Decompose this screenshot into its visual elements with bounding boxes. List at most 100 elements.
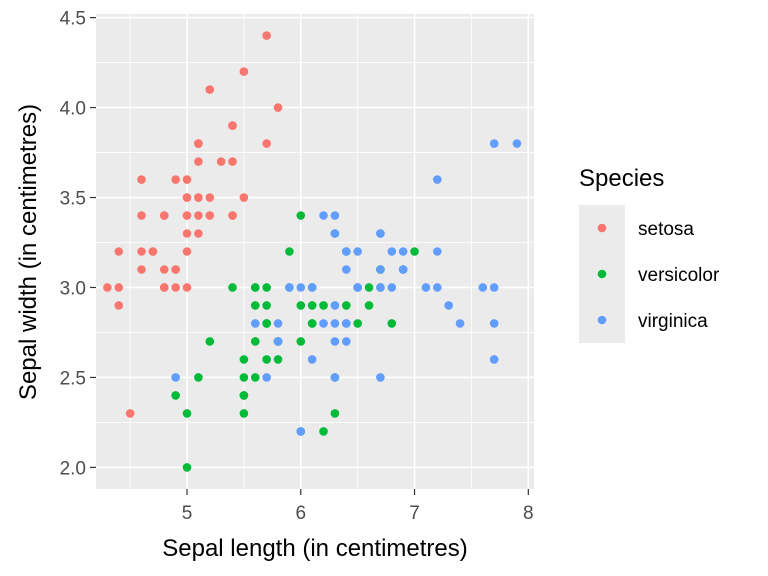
point-versicolor [171,391,180,400]
point-versicolor [262,301,271,310]
point-virginica [330,319,340,328]
point-setosa [194,193,203,202]
point-setosa [182,229,192,238]
point-setosa [194,139,203,148]
point-virginica [398,247,408,256]
point-virginica [455,319,465,328]
point-setosa [159,211,169,220]
point-setosa [114,283,124,292]
point-setosa [159,283,169,292]
point-virginica [307,283,317,292]
x-tick-label: 6 [295,503,306,524]
point-setosa [114,247,124,256]
point-versicolor [239,373,249,382]
point-virginica [319,319,328,328]
legend-label-setosa: setosa [638,219,694,240]
legend: Species setosa versicolor virginica [579,165,720,343]
point-setosa [228,211,237,220]
point-versicolor [239,355,249,364]
point-versicolor [182,409,192,418]
point-virginica [444,301,453,310]
y-tick-label: 3.0 [60,278,86,299]
y-tick-label: 3.5 [60,189,86,210]
point-virginica [341,247,351,256]
point-virginica [432,247,442,256]
point-versicolor [296,211,306,220]
point-virginica [353,247,362,256]
point-versicolor [285,247,294,256]
point-versicolor [307,319,317,328]
point-versicolor [239,391,249,400]
y-tick-label: 4.5 [60,9,86,30]
point-virginica [353,283,362,292]
point-setosa [194,211,203,220]
plot-panel [96,14,534,489]
point-versicolor [307,301,317,310]
point-virginica [432,175,442,184]
point-setosa [239,67,249,76]
point-virginica [330,229,340,238]
point-setosa [216,157,226,166]
point-setosa [182,283,192,292]
point-versicolor [262,355,271,364]
point-virginica [171,373,180,382]
point-setosa [262,139,271,148]
point-virginica [421,283,431,292]
point-setosa [103,283,112,292]
point-versicolor [194,373,203,382]
point-versicolor [182,463,192,472]
point-setosa [182,175,192,184]
x-tick-label: 8 [523,503,534,524]
point-virginica [489,139,499,148]
point-virginica [387,247,397,256]
point-setosa [194,229,203,238]
point-setosa [171,265,180,274]
point-setosa [205,85,215,94]
x-axis-title: Sepal length (in centimetres) [162,535,467,562]
grid-minor [96,14,534,489]
point-versicolor [239,409,249,418]
point-virginica [376,373,385,382]
point-virginica [296,427,306,436]
x-tick-label: 7 [409,503,420,524]
point-versicolor [296,301,306,310]
point-virginica [273,337,283,346]
point-setosa [125,409,135,418]
point-setosa [239,193,249,202]
point-versicolor [353,319,362,328]
point-virginica [489,319,499,328]
y-tick-label: 2.0 [60,458,86,479]
point-virginica [512,139,522,148]
point-virginica [250,319,260,328]
point-setosa [171,175,180,184]
point-versicolor [250,373,260,382]
point-setosa [114,301,124,310]
point-setosa [182,211,192,220]
point-setosa [159,265,169,274]
point-versicolor [319,427,328,436]
point-virginica [296,283,306,292]
point-virginica [489,355,499,364]
legend-key-setosa [597,223,607,233]
point-virginica [341,319,351,328]
point-versicolor [205,337,215,346]
point-virginica [262,373,271,382]
point-setosa [137,247,146,256]
point-setosa [137,175,146,184]
point-virginica [432,283,442,292]
point-versicolor [296,337,306,346]
point-setosa [171,283,180,292]
y-axis-title: Sepal width (in centimetres) [15,104,42,400]
point-setosa [228,121,237,130]
point-versicolor [262,283,271,292]
point-virginica [330,301,340,310]
point-versicolor [250,301,260,310]
y-axis: 2.0 2.5 3.0 3.5 4.0 4.5 [60,9,96,479]
point-virginica [341,337,351,346]
point-virginica [376,229,385,238]
point-virginica [376,265,385,274]
legend-key-versicolor [597,269,607,279]
point-setosa [137,211,146,220]
point-virginica [319,211,328,220]
point-virginica [330,337,340,346]
